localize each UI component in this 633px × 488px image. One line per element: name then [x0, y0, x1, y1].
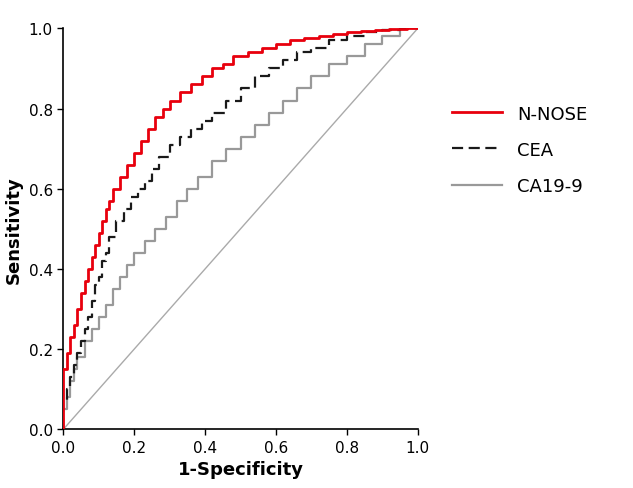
- Y-axis label: Sensitivity: Sensitivity: [5, 176, 23, 283]
- X-axis label: 1-Specificity: 1-Specificity: [177, 460, 304, 478]
- Legend: N-NOSE, CEA, CA19-9: N-NOSE, CEA, CA19-9: [444, 98, 594, 203]
